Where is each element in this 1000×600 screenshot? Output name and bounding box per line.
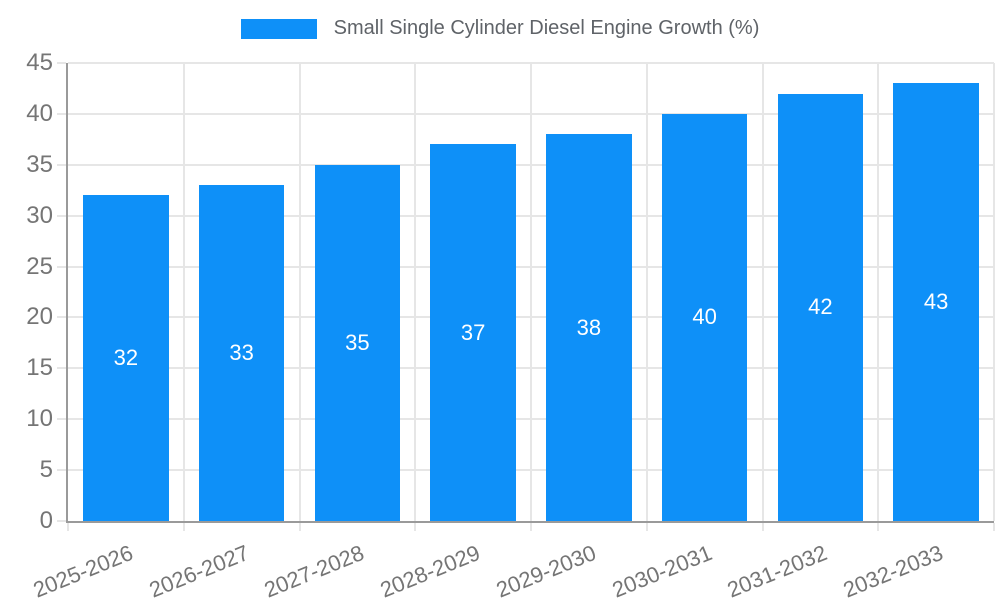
y-axis-tick — [57, 112, 66, 115]
gridline-v — [182, 63, 185, 521]
bar[interactable]: 33 — [198, 185, 285, 521]
legend[interactable]: Small Single Cylinder Diesel Engine Grow… — [0, 17, 1000, 40]
y-axis-tick — [57, 62, 66, 64]
bar[interactable]: 42 — [777, 93, 864, 521]
gridline-v — [530, 63, 532, 521]
bar[interactable]: 43 — [893, 83, 979, 521]
x-axis-tick — [877, 523, 880, 531]
y-axis-tick — [57, 418, 66, 421]
y-axis-tick-label: 45 — [26, 49, 53, 76]
bar[interactable]: 40 — [661, 113, 748, 521]
x-axis-tick — [67, 523, 69, 531]
legend-label: Small Single Cylinder Diesel Engine Grow… — [333, 17, 760, 39]
gridline-v — [993, 63, 995, 521]
x-axis-tick — [993, 523, 995, 531]
bar-value-label: 40 — [692, 304, 717, 330]
bar[interactable]: 35 — [314, 164, 401, 521]
y-axis-tick — [57, 163, 66, 166]
y-axis-tick-label: 0 — [39, 507, 53, 534]
y-axis-tick — [57, 214, 66, 217]
bar-value-label: 37 — [460, 319, 486, 345]
x-axis-tick — [298, 523, 301, 531]
x-axis-tick — [182, 523, 185, 531]
y-axis-tick-label: 20 — [26, 303, 53, 331]
x-axis-tick — [530, 523, 532, 531]
plot-area: 32 33 35 37 38 40 42 43 — [57, 62, 995, 531]
bar[interactable]: 37 — [430, 144, 516, 521]
legend-swatch — [240, 18, 317, 39]
gridline-v — [761, 63, 764, 521]
y-axis-tick — [57, 367, 66, 370]
bar[interactable]: 38 — [546, 134, 632, 521]
bar-value-label: 42 — [808, 294, 833, 320]
x-axis-tick — [645, 523, 648, 531]
y-axis-tick-label: 30 — [26, 201, 53, 229]
gridline-v — [414, 63, 417, 521]
bar-value-label: 43 — [923, 289, 949, 315]
y-axis-tick — [57, 469, 66, 472]
x-axis-tick — [761, 523, 764, 531]
bar[interactable]: 32 — [83, 195, 169, 521]
y-axis-tick — [57, 316, 66, 319]
x-axis-tick — [414, 523, 417, 531]
gridline-v — [645, 63, 648, 521]
y-axis-tick — [57, 520, 66, 522]
y-axis-tick-label: 25 — [26, 252, 53, 280]
y-axis-tick-label: 10 — [26, 405, 53, 433]
bar-value-label: 38 — [576, 314, 602, 340]
y-axis-tick-label: 15 — [26, 354, 53, 382]
y-axis-tick-label: 5 — [39, 456, 53, 484]
y-axis-tick-label: 35 — [26, 150, 53, 178]
bar-value-label: 32 — [113, 345, 139, 371]
y-axis-tick — [57, 265, 66, 268]
gridline-v — [877, 63, 880, 521]
y-axis-tick-label: 40 — [26, 99, 53, 127]
bar-value-label: 35 — [345, 329, 370, 355]
gridline-v — [298, 63, 301, 521]
bar-value-label: 33 — [229, 340, 254, 366]
